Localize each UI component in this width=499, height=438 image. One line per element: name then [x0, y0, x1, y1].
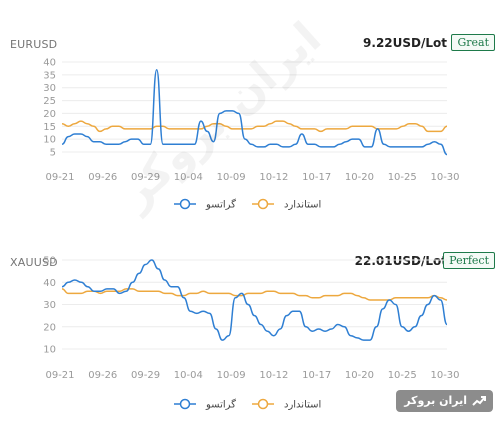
- legend-label: گراتسو: [205, 399, 236, 411]
- x-tick-label: 10-20: [345, 172, 374, 183]
- x-tick-label: 10-04: [174, 172, 203, 183]
- chart-panel-eurusd: EURUSD 9.22USD/Lot Great 5 10 15 20 25 30 35 40…: [0, 0, 499, 215]
- y-tick-label: 40: [43, 278, 56, 289]
- y-tick-label: 15: [43, 122, 56, 133]
- legend-marker: [179, 398, 191, 410]
- price-label: 9.22USD/Lot: [363, 36, 447, 50]
- chart-panel-xauusd: XAUUSD 22.01USD/Lot Perfect 10 20 30 40 50 09…: [0, 218, 499, 433]
- y-tick-label: 40: [43, 58, 56, 69]
- x-tick-label: 09-21: [45, 370, 74, 381]
- rating-badge: Perfect: [443, 252, 495, 269]
- line-chart: 10 20 30 40 50 09-21 09-26 09-29 10-04 10-09 10-12…: [43, 256, 459, 411]
- x-tick-label: 09-26: [88, 370, 117, 381]
- legend-label: استاندارد: [284, 200, 321, 211]
- legend-label: گراتسو: [205, 199, 236, 211]
- y-tick-label: 10: [43, 345, 56, 356]
- x-tick-label: 10-25: [388, 172, 417, 183]
- chart-up-icon: [472, 395, 486, 406]
- x-tick-label: 09-29: [131, 370, 160, 381]
- y-tick-label: 10: [43, 135, 56, 146]
- x-tick-label: 09-29: [131, 172, 160, 183]
- y-tick-label: 50: [43, 256, 56, 267]
- x-tick-label: 10-20: [345, 370, 374, 381]
- series-line-b: [61, 288, 448, 301]
- y-tick-label: 30: [43, 83, 56, 94]
- x-tick-label: 10-25: [388, 370, 417, 381]
- legend-item[interactable]: استاندارد: [252, 398, 321, 411]
- x-tick-label: 10-12: [259, 370, 288, 381]
- x-tick-label: 10-12: [259, 172, 288, 183]
- brand-logo: ایران بروکر: [396, 390, 493, 412]
- x-tick-label: 10-17: [302, 172, 331, 183]
- x-tick-label: 09-26: [88, 172, 117, 183]
- y-tick-label: 20: [43, 109, 56, 120]
- symbol-label: EURUSD: [10, 38, 58, 51]
- series-line-b: [61, 120, 448, 133]
- x-tick-label: 10-09: [217, 370, 246, 381]
- x-tick-label: 10-30: [430, 172, 459, 183]
- y-tick-label: 30: [43, 300, 56, 311]
- rating-badge: Great: [451, 34, 495, 51]
- x-tick-label: 09-21: [45, 172, 74, 183]
- y-tick-label: 25: [43, 96, 56, 107]
- x-tick-label: 10-17: [302, 370, 331, 381]
- brand-logo-text: ایران بروکر: [404, 394, 467, 407]
- legend-marker: [257, 198, 269, 210]
- legend-label: استاندارد: [284, 400, 321, 411]
- legend-marker: [179, 198, 191, 210]
- legend-item[interactable]: گراتسو: [174, 399, 236, 411]
- y-tick-label: 20: [43, 322, 56, 333]
- x-tick-label: 10-09: [217, 172, 246, 183]
- price-label: 22.01USD/Lot: [354, 254, 447, 268]
- symbol-label: XAUUSD: [10, 256, 58, 269]
- series-line-a: [61, 259, 448, 341]
- x-tick-label: 10-04: [174, 370, 203, 381]
- legend-item[interactable]: گراتسو: [174, 199, 236, 211]
- series-line-a: [61, 68, 448, 156]
- y-tick-label: 35: [43, 70, 56, 81]
- y-tick-label: 5: [50, 148, 56, 159]
- legend-marker: [257, 398, 269, 410]
- x-tick-label: 10-30: [430, 370, 459, 381]
- legend-item[interactable]: استاندارد: [252, 198, 321, 211]
